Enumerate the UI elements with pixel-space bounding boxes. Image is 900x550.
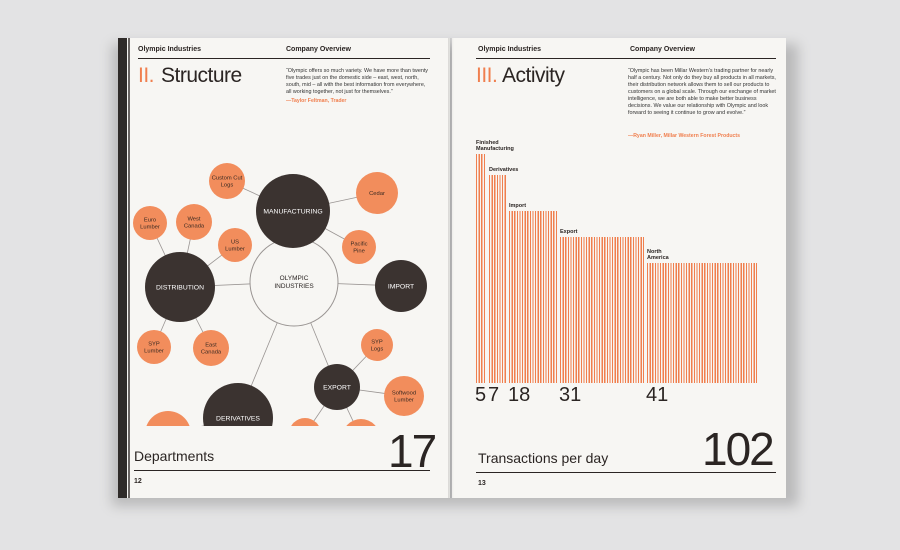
product-label: SYP	[371, 340, 383, 346]
product-label: Lumber	[144, 349, 164, 355]
bar-value-label: 31	[559, 384, 582, 406]
product-label: Canada	[184, 224, 205, 230]
book-spine	[118, 38, 127, 498]
bar-north-america	[647, 263, 757, 383]
left-header-rule	[138, 58, 430, 59]
product-label: Lumber	[140, 225, 160, 231]
product-label: Pacific	[350, 242, 367, 248]
product-node-pacific-pine	[342, 230, 376, 264]
bar-category-label: Export	[560, 229, 578, 235]
left-section-title: Structure	[161, 64, 242, 87]
product-label: US	[231, 240, 239, 246]
center-node	[249, 237, 339, 327]
transactions-count: 102	[702, 423, 775, 475]
bar-value-label: 41	[646, 384, 669, 406]
right-quote: “Olympic has been Millar Western’s tradi…	[628, 68, 776, 116]
product-node-west-canada	[176, 204, 212, 240]
product-node-east-canada	[193, 330, 229, 366]
product-node-us-lumber	[218, 228, 252, 262]
left-page: Olympic Industries Company Overview II. …	[118, 38, 450, 498]
right-footer-rule	[476, 472, 776, 473]
bar-category-label: North America	[647, 249, 669, 261]
product-node-softwood-lumber	[384, 376, 424, 416]
product-node-cdn-logs	[291, 418, 319, 426]
product-label: Lumber	[225, 247, 245, 253]
right-page-number: 13	[478, 480, 486, 487]
product-label: Logs	[221, 183, 234, 189]
product-label: West	[187, 217, 200, 223]
book-spine-edge	[128, 38, 130, 498]
product-node-risk-management	[146, 411, 190, 426]
product-label: Cedar	[369, 191, 385, 197]
department-node-derivatives	[203, 383, 273, 426]
department-label: DERIVATIVES	[216, 416, 260, 423]
product-node-custom-cut-logs	[209, 163, 245, 199]
departments-count: 17	[388, 425, 437, 477]
bar-category-label: Derivatives	[489, 167, 519, 173]
transactions-label: Transactions per day	[478, 450, 609, 466]
center-node-label: OLYMPIC	[280, 275, 309, 282]
left-quote-attribution: —Taylor Feltman, Trader	[286, 98, 347, 104]
product-label: Pine	[353, 249, 365, 255]
department-node-export	[314, 364, 360, 410]
bar-value-label: 7	[488, 384, 500, 406]
left-section-number: II.	[138, 64, 155, 87]
product-label: East	[205, 343, 217, 349]
left-header-brand: Olympic Industries	[138, 46, 202, 53]
bar-value-label: 18	[508, 384, 531, 406]
center-node-label: INDUSTRIES	[274, 283, 314, 290]
left-page-number: 12	[134, 478, 142, 485]
left-header-section: Company Overview	[286, 46, 351, 53]
product-node-cedar	[356, 172, 398, 214]
bar-category-label: Finished Manufacturing	[476, 140, 514, 152]
department-node-distribution	[145, 252, 215, 322]
bar-finished-manufacturing	[476, 154, 486, 383]
right-page: Olympic Industries Company Overview III.…	[452, 38, 786, 498]
product-node-euro-lumber	[133, 206, 167, 240]
activity-bar-chart: Finished Manufacturing 5 Derivatives 7 Import…	[452, 38, 786, 498]
department-node-import	[375, 260, 427, 312]
product-label: Lumber	[394, 398, 414, 404]
department-node-manufacturing	[256, 174, 330, 248]
product-node-hardwood-lumber	[346, 419, 376, 426]
product-node-syp-logs	[361, 329, 393, 361]
product-label: Canada	[201, 350, 222, 356]
right-header-brand: Olympic Industries	[478, 46, 542, 53]
department-label: DISTRIBUTION	[156, 285, 204, 292]
department-label: EXPORT	[323, 385, 351, 392]
product-label: Softwood	[392, 391, 416, 397]
right-header-section: Company Overview	[630, 46, 695, 53]
department-label: IMPORT	[388, 284, 414, 291]
bar-category-label: Import	[509, 203, 527, 209]
right-quote-attribution: —Ryan Miller, Millar Western Forest Prod…	[628, 133, 741, 139]
bar-value-label: 5	[475, 384, 487, 406]
left-quote: “Olympic offers so much variety. We have…	[286, 68, 429, 95]
product-label: Logs	[371, 347, 384, 353]
left-footer-rule	[134, 470, 430, 471]
departments-label: Departments	[134, 448, 215, 464]
product-label: Euro	[144, 218, 156, 224]
bar-derivatives	[489, 175, 506, 383]
page-gutter	[448, 38, 454, 498]
product-label: SYP	[148, 342, 160, 348]
right-header-rule	[476, 58, 776, 59]
right-section-title: Activity	[502, 64, 565, 87]
department-label: MANUFACTURING	[263, 209, 322, 216]
bar-export	[560, 237, 644, 383]
bar-import	[509, 211, 557, 383]
right-section-number: III.	[476, 64, 498, 87]
product-node-syp-lumber	[137, 330, 171, 364]
product-label: Custom Cut	[212, 176, 243, 182]
